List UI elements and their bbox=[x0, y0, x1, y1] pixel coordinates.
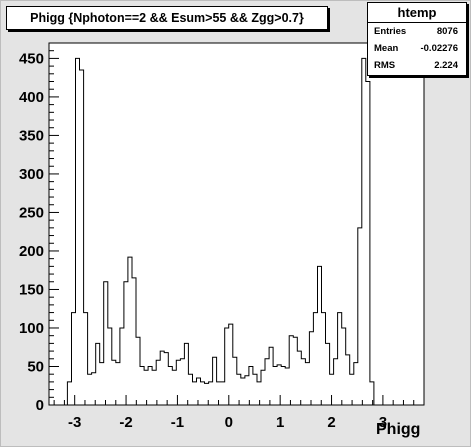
x-tick-label: 2 bbox=[327, 414, 335, 431]
stats-label: RMS bbox=[374, 60, 396, 71]
y-tick-label: 450 bbox=[19, 50, 44, 67]
x-tick-label: 3 bbox=[379, 414, 387, 431]
y-tick-label: 350 bbox=[19, 127, 44, 144]
tick-labels: 0 50 100 150 200 250 300 350 400 450 -3 -2 -1 0 1 2 3 bbox=[19, 50, 387, 431]
plot-title: Phigg {Nphoton==2 && Esum>55 && Zgg>0.7} bbox=[6, 6, 328, 30]
plot-frame bbox=[48, 42, 425, 406]
histogram-outline bbox=[66, 57, 375, 405]
axis-ticks bbox=[49, 50, 415, 406]
x-tick-label: 0 bbox=[225, 414, 233, 431]
y-tick-label: 400 bbox=[19, 89, 44, 106]
y-tick-label: 50 bbox=[27, 358, 44, 375]
y-tick-label: 200 bbox=[19, 243, 44, 260]
y-tick-label: 150 bbox=[19, 281, 44, 298]
stats-value: 2.224 bbox=[434, 60, 458, 71]
stats-row-rms: RMS 2.224 bbox=[368, 57, 466, 74]
stats-title: htemp bbox=[368, 3, 466, 23]
stats-label: Entries bbox=[374, 26, 407, 37]
stats-box: htemp Entries 8076 Mean -0.02276 RMS 2.2… bbox=[367, 2, 467, 76]
stats-row-mean: Mean -0.02276 bbox=[368, 40, 466, 57]
x-tick-label: -2 bbox=[119, 414, 132, 431]
y-tick-label: 0 bbox=[36, 397, 44, 414]
x-tick-label: 1 bbox=[276, 414, 284, 431]
x-tick-label: -3 bbox=[68, 414, 81, 431]
stats-value: 8076 bbox=[436, 26, 458, 37]
stats-value: -0.02276 bbox=[420, 43, 458, 54]
y-tick-label: 100 bbox=[19, 320, 44, 337]
stats-label: Mean bbox=[374, 43, 399, 54]
y-tick-label: 300 bbox=[19, 166, 44, 183]
y-tick-label: 250 bbox=[19, 204, 44, 221]
stats-row-entries: Entries 8076 bbox=[368, 23, 466, 40]
x-tick-label: -1 bbox=[171, 414, 184, 431]
x-axis-label: Phigg bbox=[376, 421, 421, 438]
